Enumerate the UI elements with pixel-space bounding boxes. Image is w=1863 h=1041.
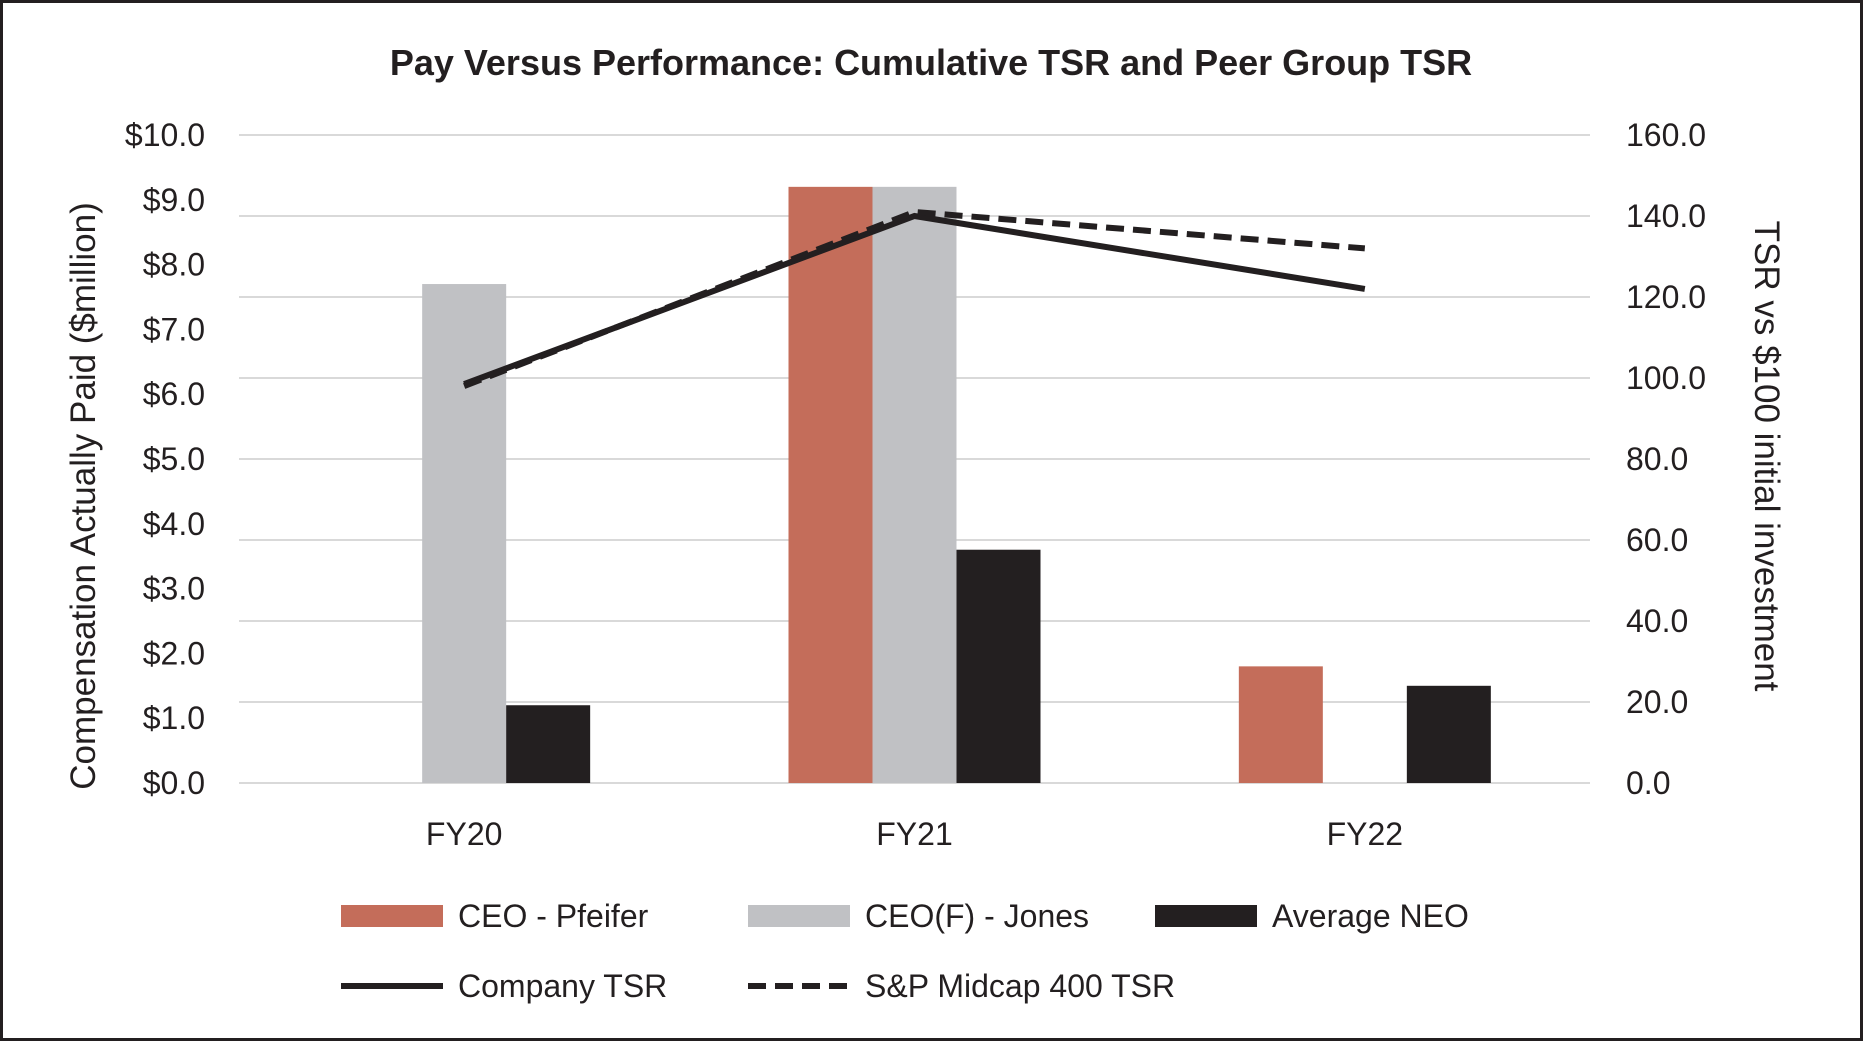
left-tick-label: $3.0: [143, 571, 205, 607]
left-tick-label: $7.0: [143, 311, 205, 347]
bar-ceo-pfeifer-fy22: [1238, 666, 1323, 783]
left-tick-label: $8.0: [143, 247, 205, 283]
line-s-p-midcap-400-tsr: [463, 208, 1366, 389]
legend: CEO - Pfeifer CEO(F) - Jones Average NEO Co…: [341, 898, 1469, 1004]
left-tick-label: $5.0: [143, 441, 205, 477]
left-tick-label: $9.0: [143, 182, 205, 218]
right-tick-label: 40.0: [1626, 603, 1688, 639]
x-tick-label: FY21: [876, 816, 952, 852]
chart-svg: Pay Versus Performance: Cumulative TSR a…: [64, 42, 1786, 1004]
legend-swatch-ceo-f-jones: [748, 905, 850, 927]
legend-label: CEO - Pfeifer: [458, 898, 649, 934]
left-tick-label: $2.0: [143, 635, 205, 671]
legend-label: Average NEO: [1272, 898, 1469, 934]
bar-ceo-pfeifer-fy21: [788, 186, 873, 784]
right-axis-title: TSR vs $100 initial investment: [1747, 221, 1786, 692]
bar-layer: [422, 186, 1491, 784]
bar-ceo-f-jones-fy21: [872, 186, 957, 784]
right-tick-label: 80.0: [1626, 441, 1688, 477]
right-tick-label: 120.0: [1626, 279, 1706, 315]
right-axis: 0.0 20.0 40.0 60.0 80.0 100.0 120.0 140.0 160.0: [1626, 117, 1706, 801]
right-tick-label: 140.0: [1626, 198, 1706, 234]
right-tick-label: 100.0: [1626, 360, 1706, 396]
bar-average-neo-fy21: [956, 549, 1041, 783]
x-tick-label: FY20: [426, 816, 502, 852]
right-tick-label: 0.0: [1626, 765, 1670, 801]
legend-label: Company TSR: [458, 968, 667, 1004]
legend-swatch-ceo-pfeifer: [341, 905, 443, 927]
left-tick-label: $6.0: [143, 376, 205, 412]
bar-ceo-f-jones-fy20: [422, 284, 507, 783]
x-axis: FY20 FY21 FY22: [426, 816, 1403, 852]
right-tick-label: 20.0: [1626, 684, 1688, 720]
legend-swatch-average-neo: [1155, 905, 1257, 927]
x-tick-label: FY22: [1327, 816, 1403, 852]
legend-label: S&P Midcap 400 TSR: [865, 968, 1175, 1004]
left-tick-label: $10.0: [125, 117, 205, 153]
line-layer: [463, 208, 1366, 389]
right-tick-label: 60.0: [1626, 522, 1688, 558]
bar-average-neo-fy22: [1406, 685, 1491, 783]
left-tick-label: $1.0: [143, 700, 205, 736]
chart-title: Pay Versus Performance: Cumulative TSR a…: [390, 42, 1472, 83]
left-tick-label: $0.0: [143, 765, 205, 801]
bar-average-neo-fy20: [506, 705, 591, 783]
right-tick-label: 160.0: [1626, 117, 1706, 153]
left-axis: $0.0 $1.0 $2.0 $3.0 $4.0 $5.0 $6.0 $7.0 $8.0 $9.0…: [125, 117, 205, 801]
left-tick-label: $4.0: [143, 506, 205, 542]
legend-label: CEO(F) - Jones: [865, 898, 1089, 934]
line-company-tsr: [463, 212, 1366, 387]
left-axis-title: Compensation Actually Paid ($million): [64, 202, 103, 790]
